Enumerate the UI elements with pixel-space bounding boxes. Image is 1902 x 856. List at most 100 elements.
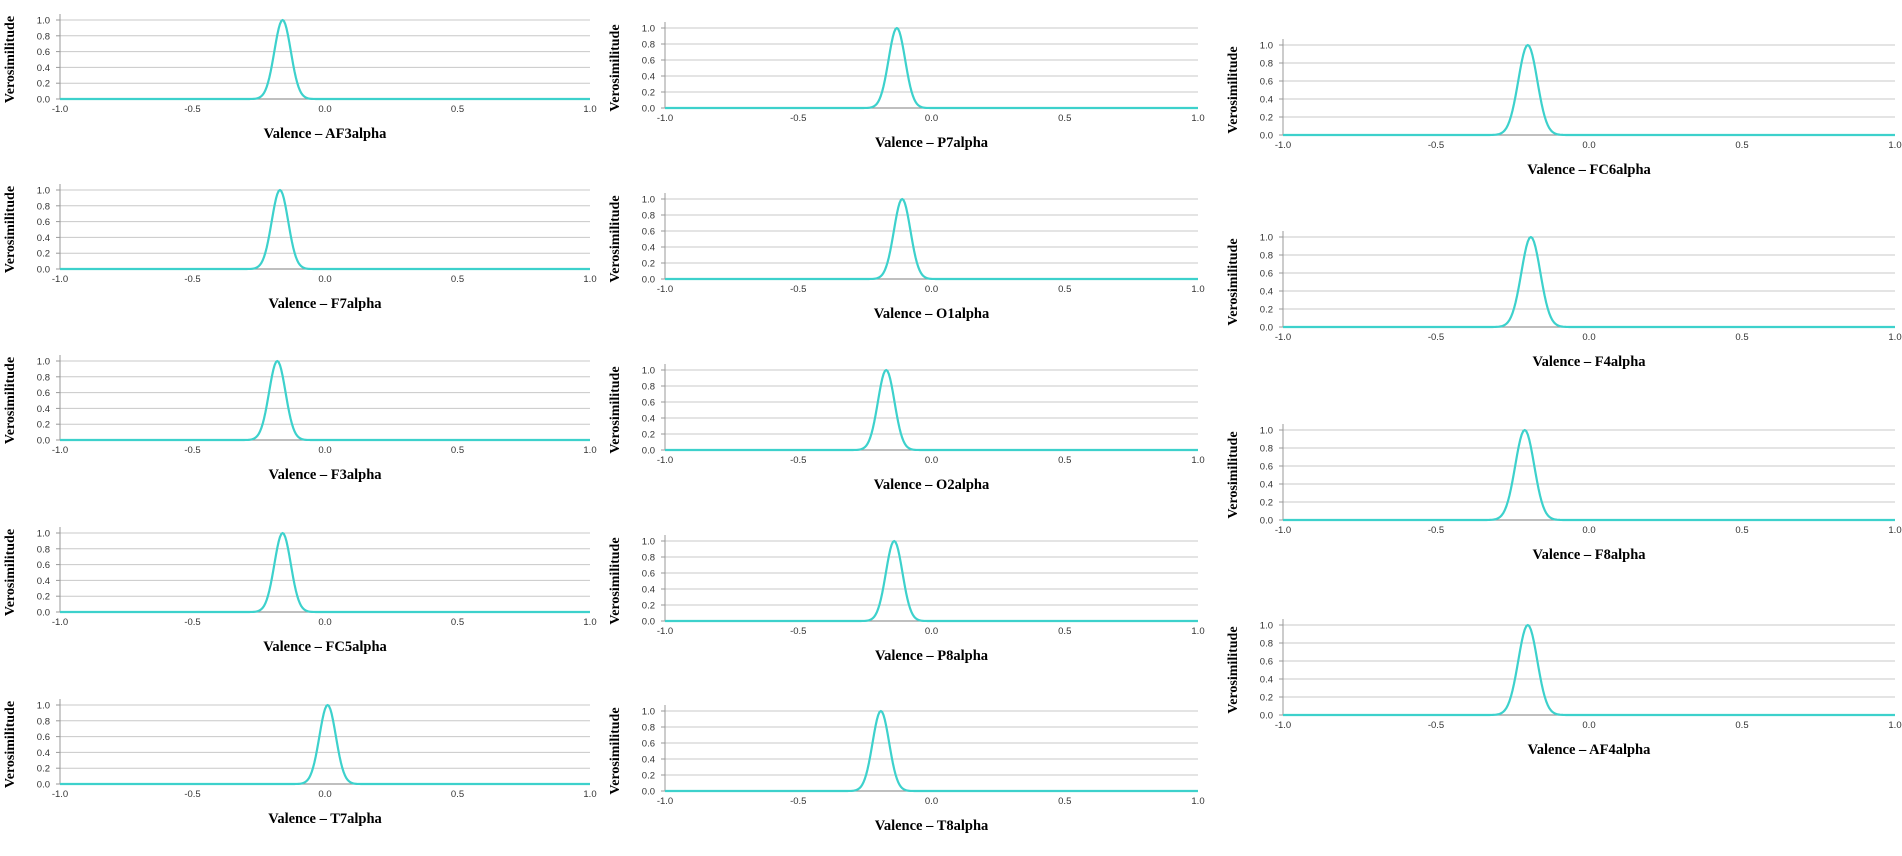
x-tick-label: -0.5 (790, 626, 806, 637)
chart-panel-O2alpha: 0.0 0.2 0.4 0.6 0.8 1.0 -1.0 -0.5 0.0 0.5 1.0 Veros… (608, 364, 1205, 493)
y-tick-label: 0.6 (1260, 462, 1273, 473)
x-tick-label: 0.5 (451, 274, 464, 285)
y-tick-label: 1.0 (37, 701, 50, 712)
x-axis-title: Valence – AF3alpha (264, 126, 387, 142)
y-tick-label: 1.0 (1260, 41, 1273, 52)
y-tick-label: 0.0 (37, 436, 50, 447)
y-tick-label: 1.0 (1260, 233, 1273, 244)
y-tick-label: 0.6 (642, 56, 655, 67)
y-tick-label: 0.4 (37, 404, 50, 415)
y-tick-label: 0.4 (642, 755, 655, 766)
y-axis-label: Verosimilitude (1226, 46, 1241, 133)
y-tick-label: 0.6 (37, 388, 50, 399)
x-axis-title: Valence – F8alpha (1532, 547, 1646, 563)
y-axis-label: Verosimilitude (3, 701, 18, 788)
y-axis-label: Verosimilitude (608, 24, 623, 111)
y-tick-label: 0.6 (1260, 657, 1273, 668)
y-tick-label: 0.4 (37, 63, 50, 74)
y-tick-label: 0.0 (1260, 323, 1273, 334)
y-tick-label: 0.0 (642, 446, 655, 457)
y-tick-label: 0.8 (37, 372, 50, 383)
x-axis-title: Valence – P7alpha (875, 135, 989, 151)
y-tick-label: 0.8 (642, 723, 655, 734)
x-tick-label: -1.0 (1275, 720, 1291, 731)
chart-panel-T8alpha: 0.0 0.2 0.4 0.6 0.8 1.0 -1.0 -0.5 0.0 0.5 1.0 Veros… (608, 705, 1205, 834)
x-axis-title: Valence – O2alpha (874, 477, 990, 493)
x-tick-label: 0.5 (1735, 140, 1748, 151)
x-tick-label: 0.5 (1058, 113, 1071, 124)
x-tick-label: 0.0 (1582, 332, 1595, 343)
y-axis-label: Verosimilitude (3, 16, 18, 103)
likelihood-curve (1283, 43, 1895, 137)
chart-panel-F8alpha: 0.0 0.2 0.4 0.6 0.8 1.0 -1.0 -0.5 0.0 0.5 1.0 Veros… (1226, 424, 1902, 563)
x-tick-label: -0.5 (790, 284, 806, 295)
x-tick-label: 0.5 (1058, 284, 1071, 295)
y-tick-label: 0.6 (37, 217, 50, 228)
x-tick-label: 0.5 (1735, 525, 1748, 536)
chart-panel-FC6alpha: 0.0 0.2 0.4 0.6 0.8 1.0 -1.0 -0.5 0.0 0.5 1.0 Veros… (1226, 39, 1902, 178)
y-tick-label: 0.6 (642, 227, 655, 238)
y-tick-label: 0.2 (642, 771, 655, 782)
chart-panel-FC5alpha: 0.0 0.2 0.4 0.6 0.8 1.0 -1.0 -0.5 0.0 0.5 1.0 Veros… (3, 527, 597, 655)
y-tick-label: 0.8 (1260, 444, 1273, 455)
x-tick-label: -1.0 (52, 789, 68, 800)
x-tick-label: 1.0 (1888, 720, 1901, 731)
x-tick-label: 1.0 (583, 617, 596, 628)
y-tick-label: 0.8 (37, 31, 50, 42)
x-tick-label: -0.5 (790, 796, 806, 807)
x-tick-label: -1.0 (657, 113, 673, 124)
x-axis-title: Valence – FC5alpha (263, 639, 387, 655)
y-tick-label: 0.8 (1260, 59, 1273, 70)
y-tick-label: 0.8 (37, 716, 50, 727)
y-tick-label: 0.4 (642, 72, 655, 83)
x-tick-label: -1.0 (1275, 525, 1291, 536)
y-tick-label: 0.6 (37, 560, 50, 571)
y-tick-label: 0.0 (642, 104, 655, 115)
y-tick-label: 0.0 (37, 780, 50, 791)
x-tick-label: -0.5 (790, 455, 806, 466)
x-axis-title: Valence – FC6alpha (1527, 162, 1651, 178)
y-tick-label: 0.2 (642, 88, 655, 99)
y-tick-label: 0.4 (642, 585, 655, 596)
y-tick-label: 1.0 (1260, 426, 1273, 437)
likelihood-curve (1283, 623, 1895, 717)
y-tick-label: 0.8 (37, 544, 50, 555)
chart-panel-AF4alpha: 0.0 0.2 0.4 0.6 0.8 1.0 -1.0 -0.5 0.0 0.5 1.0 Veros… (1226, 619, 1902, 758)
y-axis-label: Verosimilitude (608, 195, 623, 282)
x-tick-label: 1.0 (583, 274, 596, 285)
y-tick-label: 1.0 (642, 24, 655, 35)
x-tick-label: 1.0 (1191, 796, 1204, 807)
likelihood-curve (60, 531, 590, 614)
y-tick-label: 0.6 (642, 739, 655, 750)
x-tick-label: -0.5 (1428, 720, 1444, 731)
likelihood-curve (665, 197, 1198, 281)
y-axis-label: Verosimilitude (1226, 431, 1241, 518)
y-tick-label: 0.8 (642, 40, 655, 51)
y-tick-label: 0.2 (37, 79, 50, 90)
x-tick-label: 1.0 (1888, 525, 1901, 536)
x-tick-label: -1.0 (52, 104, 68, 115)
x-tick-label: 1.0 (1191, 113, 1204, 124)
y-tick-label: 1.0 (37, 16, 50, 27)
likelihood-curve (60, 359, 590, 442)
x-tick-label: 0.5 (451, 617, 464, 628)
y-tick-label: 0.0 (37, 608, 50, 619)
x-tick-label: 1.0 (1888, 332, 1901, 343)
x-tick-label: 1.0 (1888, 140, 1901, 151)
x-axis-title: Valence – AF4alpha (1528, 742, 1651, 758)
likelihood-curve (1283, 428, 1895, 522)
y-tick-label: 0.6 (1260, 77, 1273, 88)
x-tick-label: 0.5 (1058, 626, 1071, 637)
x-tick-label: -0.5 (1428, 140, 1444, 151)
x-tick-label: 1.0 (583, 789, 596, 800)
y-tick-label: 0.0 (642, 275, 655, 286)
y-axis-label: Verosimilitude (1226, 238, 1241, 325)
y-tick-label: 1.0 (37, 529, 50, 540)
y-tick-label: 0.4 (642, 243, 655, 254)
y-tick-label: 1.0 (1260, 621, 1273, 632)
y-tick-label: 0.4 (1260, 675, 1273, 686)
x-tick-label: -0.5 (1428, 525, 1444, 536)
y-axis-label: Verosimilitude (608, 707, 623, 794)
y-axis-label: Verosimilitude (3, 529, 18, 616)
